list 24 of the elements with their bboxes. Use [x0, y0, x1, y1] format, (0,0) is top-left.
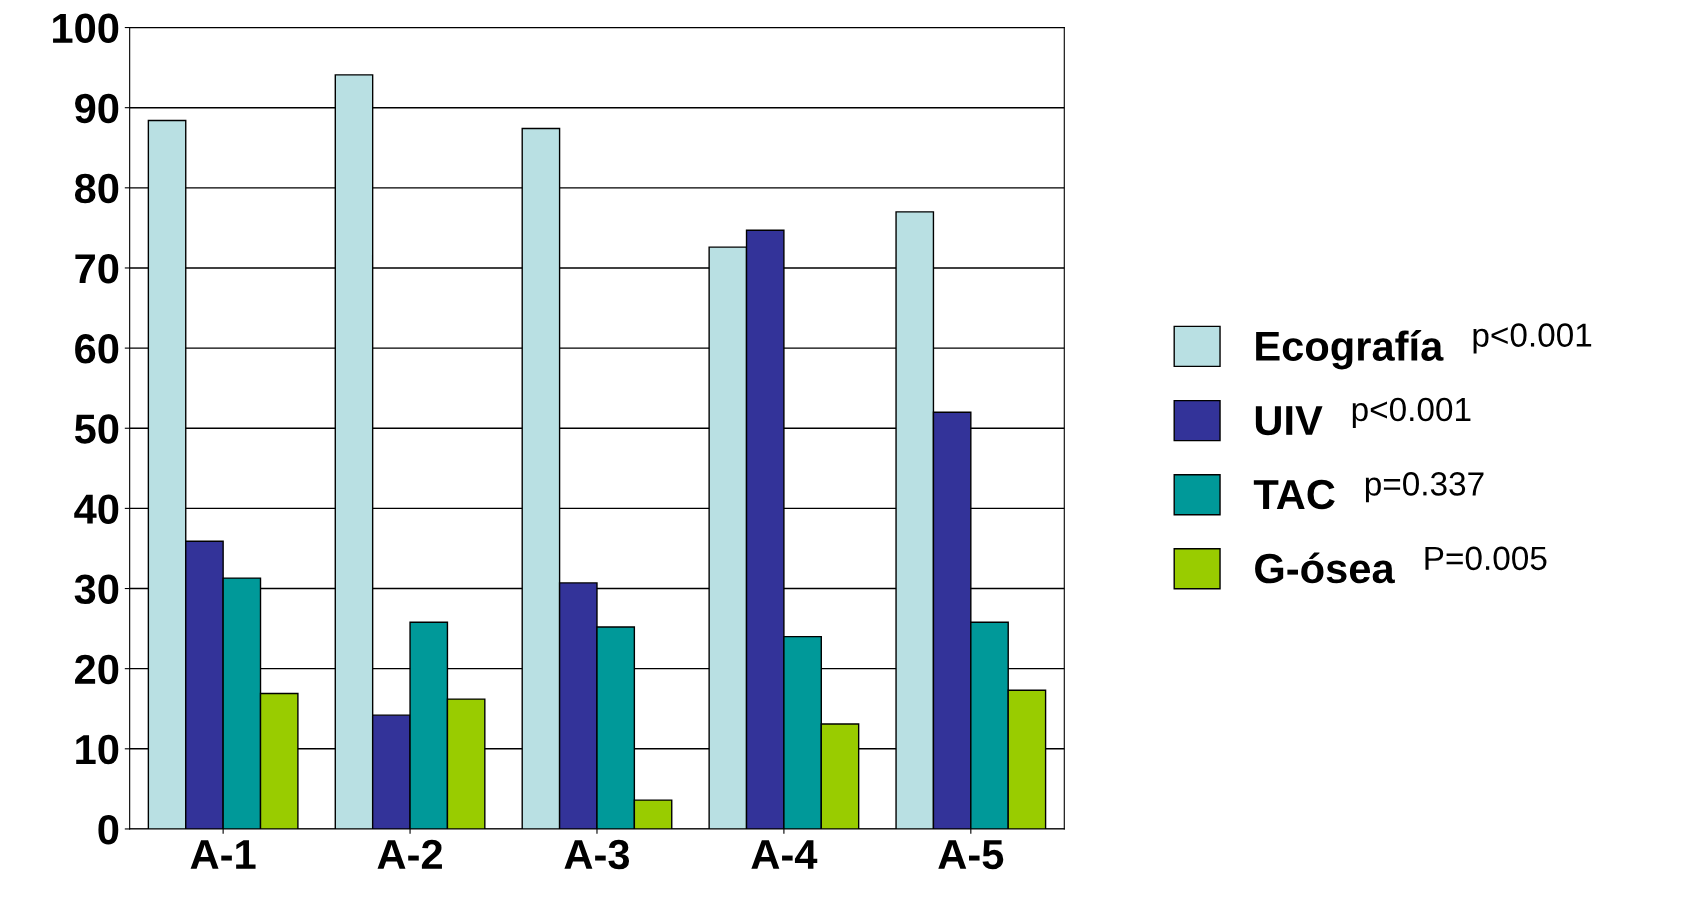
y-tick-label: 80 [74, 173, 119, 204]
y-tick-label: 40 [74, 494, 119, 524]
x-tick-label: A-5 [938, 840, 1004, 870]
y-tick-label: 100 [53, 13, 119, 44]
y-tick-label: 10 [76, 734, 119, 765]
y-tick-label: 50 [74, 414, 119, 444]
legend-label: G-ósea [1255, 552, 1395, 584]
x-tick-label: A-3 [564, 839, 630, 870]
legend-label: UIV [1255, 406, 1323, 436]
x-tick-label: A-1 [190, 840, 256, 869]
x-tick-label: A-2 [377, 839, 442, 869]
text: p=0.337 [1365, 472, 1484, 503]
text: p<0.001 [1352, 397, 1471, 428]
y-tick-label: 70 [75, 253, 119, 284]
text: p<0.001 [1473, 323, 1592, 354]
text: P=0.005 [1425, 546, 1547, 571]
y-tick-label: 30 [74, 574, 119, 605]
y-tick-label: 0 [98, 814, 119, 845]
y-tick-label: 90 [75, 93, 119, 124]
legend-label: TAC [1253, 479, 1335, 510]
x-tick-label: A-4 [751, 840, 818, 869]
legend-label: Ecografía [1256, 330, 1444, 370]
y-tick-label: 20 [75, 654, 119, 685]
y-tick-label: 60 [75, 334, 119, 364]
